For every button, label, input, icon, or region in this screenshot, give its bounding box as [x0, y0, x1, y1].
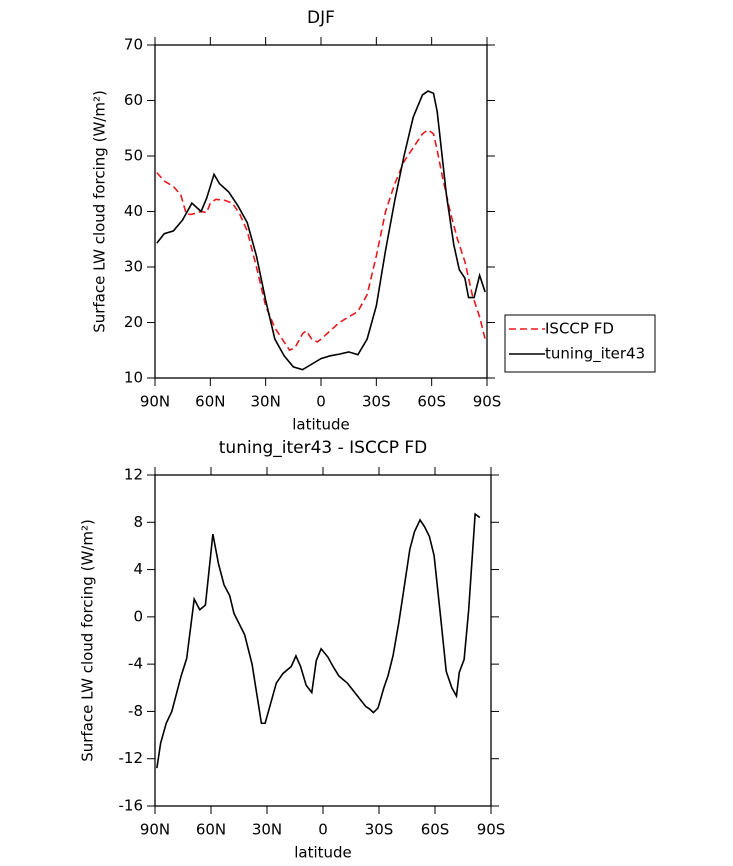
y-axis-label: Surface LW cloud forcing (W/m²) [91, 90, 109, 333]
y-tick-label: -12 [119, 749, 144, 767]
plot-frame [154, 474, 492, 807]
x-tick-label: 30N [251, 393, 281, 411]
chart-title: tuning_iter43 - ISCCP FD [219, 438, 427, 458]
data-line [156, 90, 486, 371]
y-tick-label: 40 [124, 202, 143, 220]
y-tick-label: -8 [128, 702, 143, 720]
x-tick-label: 90N [140, 821, 170, 839]
x-tick-label: 30S [362, 393, 391, 411]
legend-box [504, 314, 656, 373]
x-tick-label: 0 [318, 821, 328, 839]
y-tick-label: 30 [124, 258, 143, 276]
x-tick-label: 0 [316, 393, 326, 411]
y-tick-label: 60 [124, 91, 143, 109]
plot-frame [154, 44, 488, 379]
x-tick-label: 30N [252, 821, 282, 839]
y-tick-label: 70 [124, 36, 143, 54]
x-tick-label: 90N [140, 393, 170, 411]
data-line [156, 128, 486, 352]
y-tick-label: -16 [119, 797, 144, 815]
y-axis-label: Surface LW cloud forcing (W/m²) [79, 519, 97, 762]
y-tick-label: 0 [133, 607, 143, 625]
x-axis-label: latitude [292, 416, 350, 434]
y-tick-label: 20 [124, 313, 143, 331]
y-tick-label: -4 [128, 655, 143, 673]
x-tick-label: 90S [477, 821, 506, 839]
y-tick-label: 10 [124, 369, 143, 387]
x-tick-label: 90S [473, 393, 502, 411]
chart-title: DJF [307, 8, 335, 28]
x-tick-label: 60N [196, 821, 226, 839]
legend-label: ISCCP FD [545, 320, 614, 338]
legend-label: tuning_iter43 [545, 345, 645, 364]
x-tick-label: 30S [365, 821, 394, 839]
y-tick-label: 8 [133, 513, 143, 531]
x-tick-label: 60S [421, 821, 450, 839]
x-tick-label: 60N [195, 393, 225, 411]
data-line [156, 512, 481, 769]
y-tick-label: 12 [124, 466, 143, 484]
y-tick-label: 4 [133, 560, 143, 578]
x-tick-label: 60S [417, 393, 446, 411]
y-tick-label: 50 [124, 147, 143, 165]
x-axis-label: latitude [294, 844, 352, 862]
